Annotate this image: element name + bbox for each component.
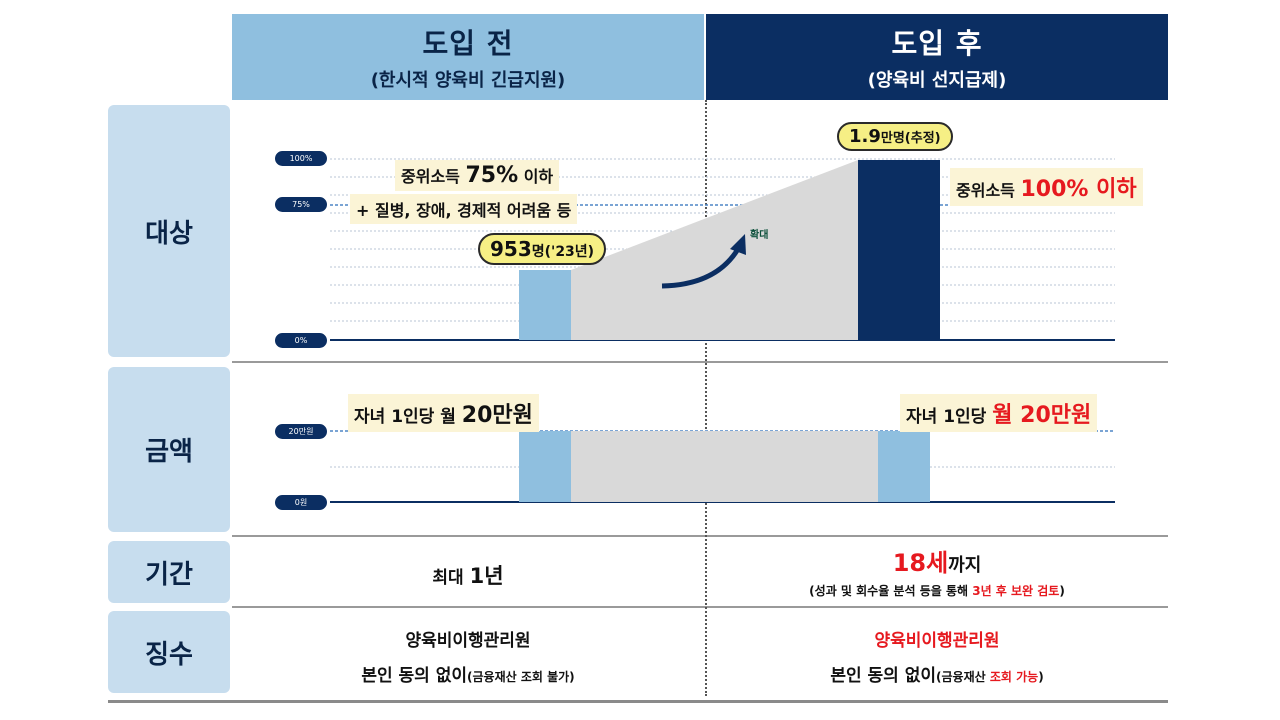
collection-after-agency: 양육비이행관리원 [874, 631, 1000, 651]
y-tick-label: 100% [275, 151, 327, 166]
expand-arrow-icon [661, 247, 741, 289]
row-divider [232, 361, 1168, 363]
amount-before: 자녀 1인당 월 20만원 [348, 394, 539, 432]
amount-after: 자녀 1인당 월 20만원 [900, 394, 1098, 432]
count-after-unit: 만명(추정) [880, 131, 941, 146]
period-after: 18세까지 [706, 543, 1168, 578]
period-after-suffix: 까지 [948, 555, 982, 576]
row-divider [232, 606, 1168, 608]
collection-before-agency: 양육비이행관리원 [405, 631, 531, 651]
target-growth-area [571, 160, 858, 340]
period-after-value: 18세 [892, 549, 949, 577]
header-before-title: 도입 전 [422, 27, 514, 60]
row-label-target: 대상 [108, 105, 230, 357]
header-before-subtitle: (한시적 양육비 긴급지원) [370, 70, 566, 91]
period-note-highlight: 3년 후 보완 검토 [972, 584, 1060, 598]
criteria-after-highlight: 100% 이하 [1020, 177, 1137, 202]
criteria-before-prefix: 중위소득 [401, 167, 466, 186]
consent-after-text: 본인 동의 없이 [830, 666, 937, 686]
count-before-unit: 명('23년) [531, 244, 595, 260]
period-after-note: (성과 및 회수율 분석 등을 통해 3년 후 보완 검토) [706, 582, 1168, 599]
amount-before-value: 20만원 [461, 403, 533, 428]
criteria-before-percent: 75% [465, 163, 519, 188]
criteria-before-extra: + 질병, 장애, 경제적 어려움 등 [350, 194, 578, 224]
count-after-number: 1.9 [849, 126, 881, 147]
consent-after-note-prefix: (금융재산 [936, 670, 990, 684]
row-label-amount: 금액 [108, 367, 230, 532]
collection-after-consent: 본인 동의 없이(금융재산 조회 가능) [706, 661, 1168, 686]
expand-label: 확대 [750, 230, 769, 241]
expand-arrowhead-icon [730, 234, 746, 255]
amount-bar-before [519, 431, 571, 502]
count-after-badge: 1.9만명(추정) [837, 122, 953, 151]
period-before-value: 1년 [469, 564, 504, 588]
target-bar-after [858, 160, 940, 340]
criteria-after-prefix: 중위소득 [956, 181, 1021, 200]
row-divider [232, 535, 1168, 537]
amount-after-prefix: 자녀 1인당 [906, 407, 993, 427]
table-bottom-border [108, 700, 1168, 703]
header-before: 도입 전 (한시적 양육비 긴급지원) [232, 14, 704, 100]
column-divider [705, 100, 707, 696]
consent-after-note-suffix: ) [1038, 670, 1044, 684]
criteria-before: 중위소득 75% 이하 [395, 160, 560, 191]
consent-before-note: (금융재산 조회 불가) [467, 670, 575, 684]
header-after: 도입 후 (양육비 선지급제) [706, 14, 1168, 100]
y-tick-label: 0원 [275, 495, 327, 510]
amount-after-value: 월 20만원 [992, 403, 1092, 428]
header-after-title: 도입 후 [891, 27, 983, 60]
target-bar-before [519, 270, 571, 340]
consent-before-text: 본인 동의 없이 [361, 666, 468, 686]
period-note-prefix: (성과 및 회수율 분석 등을 통해 [809, 584, 973, 598]
collection-before-consent: 본인 동의 없이(금융재산 조회 불가) [232, 661, 704, 686]
consent-after-note-highlight: 조회 가능 [989, 670, 1039, 684]
criteria-after: 중위소득 100% 이하 [950, 168, 1143, 206]
amount-connector-area [571, 431, 878, 502]
count-before-badge: 953명('23년) [478, 233, 607, 265]
row-label-period: 기간 [108, 541, 230, 603]
y-tick-label: 75% [275, 197, 327, 212]
y-tick-label: 0% [275, 333, 327, 348]
amount-bar-after [878, 431, 930, 502]
period-before: 최대 1년 [232, 560, 704, 590]
count-before-number: 953 [490, 237, 532, 261]
header-after-subtitle: (양육비 선지급제) [867, 70, 1007, 91]
period-note-suffix: ) [1059, 584, 1065, 598]
criteria-before-suffix: 이하 [518, 167, 554, 186]
row-label-collection: 징수 [108, 611, 230, 693]
amount-before-prefix: 자녀 1인당 월 [354, 407, 462, 427]
y-tick-label: 20만원 [275, 424, 327, 439]
period-before-prefix: 최대 [432, 568, 470, 588]
